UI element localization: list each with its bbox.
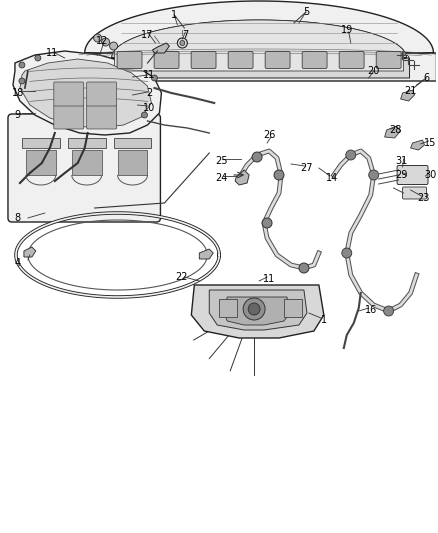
FancyBboxPatch shape [228, 52, 253, 69]
FancyBboxPatch shape [403, 187, 427, 199]
Text: 11: 11 [263, 274, 275, 284]
Polygon shape [224, 297, 290, 325]
Text: 16: 16 [364, 305, 377, 315]
Circle shape [152, 75, 157, 81]
Polygon shape [24, 247, 36, 257]
Circle shape [346, 150, 356, 160]
Polygon shape [22, 138, 60, 148]
Text: 21: 21 [404, 86, 417, 96]
FancyBboxPatch shape [87, 105, 117, 129]
Text: 10: 10 [143, 103, 155, 113]
Text: 18: 18 [12, 88, 24, 98]
Circle shape [180, 41, 185, 45]
Circle shape [141, 112, 148, 118]
FancyBboxPatch shape [376, 52, 401, 69]
Text: 7: 7 [182, 30, 188, 40]
Polygon shape [114, 20, 404, 71]
Text: 11: 11 [46, 48, 58, 58]
Text: 29: 29 [396, 170, 408, 180]
Circle shape [177, 38, 187, 48]
Polygon shape [20, 59, 152, 128]
Circle shape [369, 170, 379, 180]
Text: 22: 22 [175, 272, 187, 282]
Circle shape [243, 298, 265, 320]
Polygon shape [209, 290, 307, 330]
Polygon shape [410, 140, 424, 150]
Text: 5: 5 [303, 7, 309, 17]
Text: 25: 25 [215, 156, 227, 166]
Circle shape [248, 303, 260, 315]
Polygon shape [219, 299, 237, 317]
Polygon shape [191, 285, 324, 338]
Text: 17: 17 [141, 30, 154, 40]
Polygon shape [112, 20, 410, 78]
Text: 9: 9 [15, 110, 21, 120]
Polygon shape [68, 138, 106, 148]
Circle shape [252, 152, 262, 162]
Circle shape [262, 218, 272, 228]
FancyBboxPatch shape [54, 105, 84, 129]
Polygon shape [113, 138, 152, 148]
Text: 4: 4 [15, 258, 21, 268]
Polygon shape [26, 150, 56, 175]
Circle shape [110, 42, 117, 50]
Polygon shape [13, 51, 162, 135]
Circle shape [274, 170, 284, 180]
Circle shape [102, 38, 110, 46]
FancyBboxPatch shape [117, 52, 142, 69]
Polygon shape [117, 150, 148, 175]
Circle shape [299, 263, 309, 273]
Text: 2: 2 [146, 88, 152, 98]
FancyBboxPatch shape [154, 52, 179, 69]
Text: 26: 26 [263, 130, 275, 140]
Text: 31: 31 [396, 156, 408, 166]
FancyBboxPatch shape [87, 82, 117, 106]
Polygon shape [401, 90, 414, 101]
Circle shape [35, 55, 41, 61]
Polygon shape [85, 1, 436, 81]
Text: 23: 23 [417, 193, 430, 203]
Circle shape [342, 248, 352, 258]
Circle shape [19, 78, 25, 84]
Circle shape [94, 34, 102, 42]
FancyBboxPatch shape [302, 52, 327, 69]
Text: 15: 15 [424, 138, 437, 148]
Polygon shape [235, 170, 249, 185]
FancyBboxPatch shape [8, 114, 160, 222]
Text: 20: 20 [367, 66, 380, 76]
FancyBboxPatch shape [339, 52, 364, 69]
Polygon shape [199, 249, 213, 259]
FancyBboxPatch shape [54, 82, 84, 106]
Text: 27: 27 [300, 163, 313, 173]
FancyBboxPatch shape [191, 52, 216, 69]
FancyBboxPatch shape [397, 166, 428, 184]
FancyBboxPatch shape [265, 52, 290, 69]
Text: 1: 1 [171, 10, 177, 20]
Polygon shape [284, 299, 302, 317]
Text: 28: 28 [389, 125, 402, 135]
Polygon shape [385, 126, 401, 138]
Text: 8: 8 [15, 213, 21, 223]
Polygon shape [72, 150, 102, 175]
Text: 11: 11 [143, 70, 155, 80]
Text: 12: 12 [95, 36, 108, 46]
Text: 1: 1 [321, 315, 327, 325]
Text: 19: 19 [341, 25, 353, 35]
Circle shape [19, 62, 25, 68]
Polygon shape [152, 43, 170, 53]
Circle shape [384, 306, 394, 316]
Text: 6: 6 [424, 73, 430, 83]
Text: 30: 30 [424, 170, 437, 180]
Text: 14: 14 [326, 173, 338, 183]
Text: 24: 24 [215, 173, 227, 183]
